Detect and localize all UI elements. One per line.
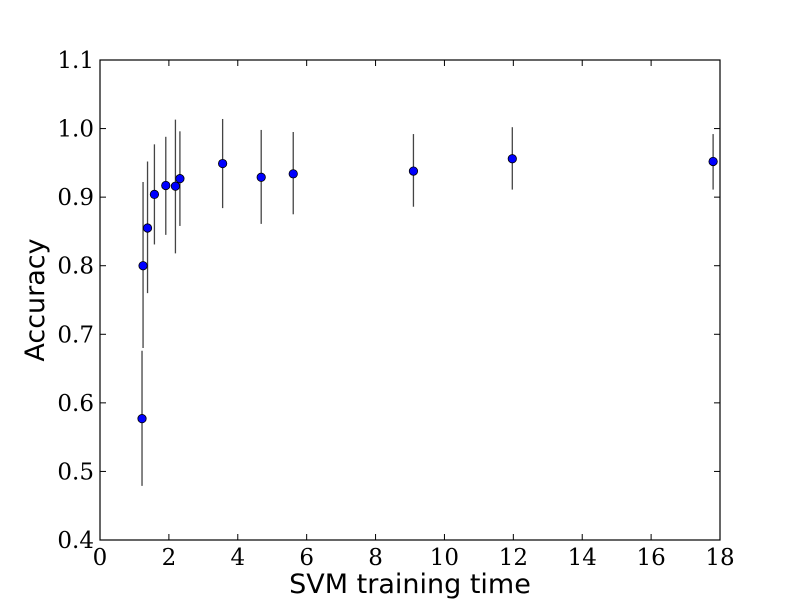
x-tick-label: 14 xyxy=(568,545,597,571)
y-tick-label: 1.1 xyxy=(57,48,94,74)
x-tick-label: 18 xyxy=(705,545,734,571)
data-point xyxy=(175,174,185,184)
x-tick-label: 0 xyxy=(93,545,108,571)
data-point xyxy=(708,156,718,167)
data-point xyxy=(256,172,266,182)
x-tick-label: 10 xyxy=(430,545,459,571)
x-tick-label: 6 xyxy=(299,545,314,571)
data-point xyxy=(507,154,517,164)
x-axis-label: SVM training time xyxy=(289,569,531,600)
y-tick-label: 0.8 xyxy=(57,254,94,280)
data-point xyxy=(288,169,298,179)
data-point xyxy=(170,181,181,191)
data-point xyxy=(138,261,148,271)
y-tick-label: 0.5 xyxy=(57,459,94,485)
data-point xyxy=(149,189,160,199)
x-tick-label: 4 xyxy=(230,545,245,571)
x-tick-label: 2 xyxy=(162,545,177,571)
data-point xyxy=(142,223,153,233)
x-tick-label: 12 xyxy=(499,545,528,571)
plot-frame xyxy=(99,59,721,541)
y-tick-label: 0.6 xyxy=(57,391,94,417)
y-axis-label: Accuracy xyxy=(20,238,51,361)
data-point xyxy=(408,166,419,176)
ticks-layer: 0 2 4 6 8 10 12 14 16 18 0.4 0.5 0.6 0.7 0.8 0.9 1.0 1.1 xyxy=(57,48,734,571)
points-layer xyxy=(137,154,718,424)
y-tick-label: 1.0 xyxy=(57,117,94,143)
x-tick-label: 8 xyxy=(368,545,383,571)
y-tick-label: 0.9 xyxy=(57,185,94,211)
y-tick-label: 0.4 xyxy=(57,528,94,554)
data-point xyxy=(137,414,147,424)
y-tick-label: 0.7 xyxy=(57,322,94,348)
errorbars-layer xyxy=(141,118,714,486)
x-tick-label: 16 xyxy=(636,545,665,571)
data-point xyxy=(218,158,228,169)
data-point xyxy=(161,180,171,191)
